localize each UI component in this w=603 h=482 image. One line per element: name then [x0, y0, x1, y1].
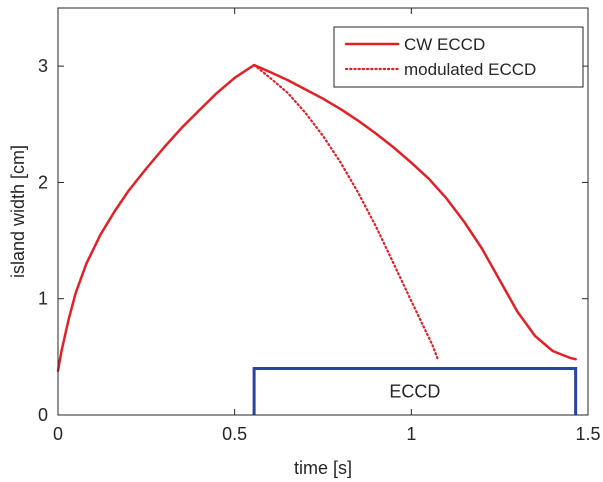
x-tick-label: 1.5	[575, 424, 600, 444]
eccd-bracket	[252, 366, 578, 415]
x-tick-label: 0	[53, 424, 63, 444]
y-tick-label: 1	[38, 289, 48, 309]
eccd-label: ECCD	[389, 382, 440, 402]
legend: CW ECCD modulated ECCD	[333, 26, 584, 88]
y-tick-label: 2	[38, 172, 48, 192]
x-tick-label: 1	[406, 424, 416, 444]
series-line-1	[253, 63, 439, 361]
tick-layer: 0 0.5 1 1.5 0 1 2 3	[38, 8, 601, 444]
series-line-0	[56, 63, 577, 373]
legend-label-0: CW ECCD	[404, 35, 485, 54]
y-tick-label: 3	[38, 56, 48, 76]
data-layer: ECCD	[56, 63, 578, 415]
legend-box	[333, 26, 584, 88]
x-axis-label: time [s]	[294, 458, 352, 478]
x-tick-label: 0.5	[222, 424, 247, 444]
y-tick-label: 0	[38, 405, 48, 425]
legend-label-1: modulated ECCD	[404, 60, 536, 79]
axes-box	[57, 7, 589, 416]
y-axis-label: island width [cm]	[8, 145, 28, 278]
